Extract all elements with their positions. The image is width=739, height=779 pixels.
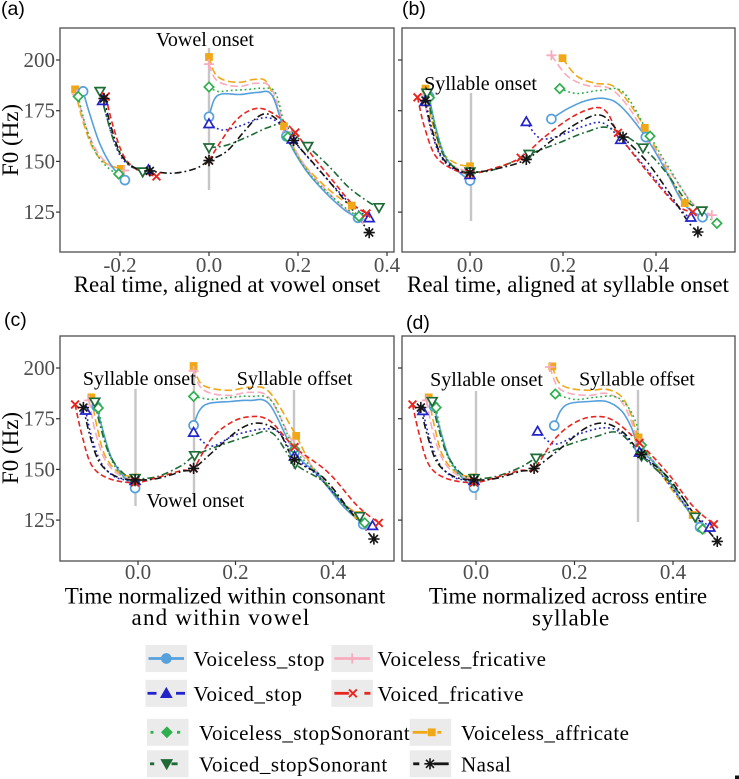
- svg-text:F0 (Hz): F0 (Hz): [0, 412, 23, 484]
- svg-text:0.0: 0.0: [196, 253, 222, 277]
- svg-text:and within vowel: and within vowel: [132, 605, 311, 630]
- svg-text:Syllable onset: Syllable onset: [430, 369, 543, 391]
- svg-text:200: 200: [24, 48, 56, 72]
- svg-text:Voiceless_affricate: Voiceless_affricate: [461, 721, 630, 745]
- svg-text:Voiced_fricative: Voiced_fricative: [378, 682, 524, 706]
- svg-text:Voiced_stop: Voiced_stop: [194, 682, 303, 706]
- svg-text:(b): (b): [402, 0, 426, 20]
- svg-text:Syllable onset: Syllable onset: [83, 368, 196, 390]
- svg-text:Time normalized across entire: Time normalized across entire: [429, 584, 707, 609]
- svg-text:125: 125: [24, 508, 56, 532]
- svg-text:Voiceless_stopSonorant: Voiceless_stopSonorant: [199, 721, 410, 745]
- svg-text:0.2: 0.2: [550, 253, 576, 277]
- svg-text:0.4: 0.4: [660, 560, 687, 584]
- svg-text:175: 175: [24, 99, 56, 123]
- svg-text:0.2: 0.2: [285, 253, 311, 277]
- svg-text:F0 (Hz): F0 (Hz): [0, 104, 23, 176]
- svg-text:Real time, aligned at syllable: Real time, aligned at syllable onset: [407, 272, 730, 297]
- svg-text:0.4: 0.4: [643, 253, 670, 277]
- svg-text:Syllable onset: Syllable onset: [424, 73, 537, 95]
- svg-text:-0.2: -0.2: [103, 253, 136, 277]
- svg-text:Time normalized within consona: Time normalized within consonant: [65, 584, 386, 609]
- svg-text:Syllable offset: Syllable offset: [237, 368, 353, 390]
- svg-text:200: 200: [24, 356, 56, 380]
- svg-text:0.0: 0.0: [457, 253, 483, 277]
- svg-text:Real time, aligned at vowel on: Real time, aligned at vowel onset: [74, 272, 381, 297]
- svg-text:0.2: 0.2: [561, 560, 587, 584]
- svg-text:0.4: 0.4: [374, 253, 401, 277]
- svg-text:150: 150: [24, 149, 56, 173]
- svg-text:Voiced_stopSonorant: Voiced_stopSonorant: [199, 752, 388, 776]
- svg-text:0.4: 0.4: [320, 560, 347, 584]
- svg-text:0.2: 0.2: [222, 560, 248, 584]
- svg-text:Voiceless_stop: Voiceless_stop: [194, 647, 325, 671]
- svg-text:Voiceless_fricative: Voiceless_fricative: [378, 647, 547, 671]
- svg-text:Vowel onset: Vowel onset: [156, 29, 254, 51]
- svg-text:0.0: 0.0: [125, 560, 151, 584]
- svg-text:125: 125: [24, 200, 56, 224]
- svg-text:Syllable offset: Syllable offset: [579, 369, 695, 391]
- svg-text:175: 175: [24, 407, 56, 431]
- svg-text:(d): (d): [406, 312, 430, 334]
- svg-text:Nasal: Nasal: [461, 752, 511, 776]
- svg-text:150: 150: [24, 457, 56, 481]
- svg-text:syllable: syllable: [532, 606, 610, 631]
- svg-text:(c): (c): [4, 309, 27, 331]
- svg-text:(a): (a): [1, 0, 25, 20]
- svg-text:Vowel onset: Vowel onset: [146, 490, 244, 512]
- svg-text:0.0: 0.0: [463, 560, 489, 584]
